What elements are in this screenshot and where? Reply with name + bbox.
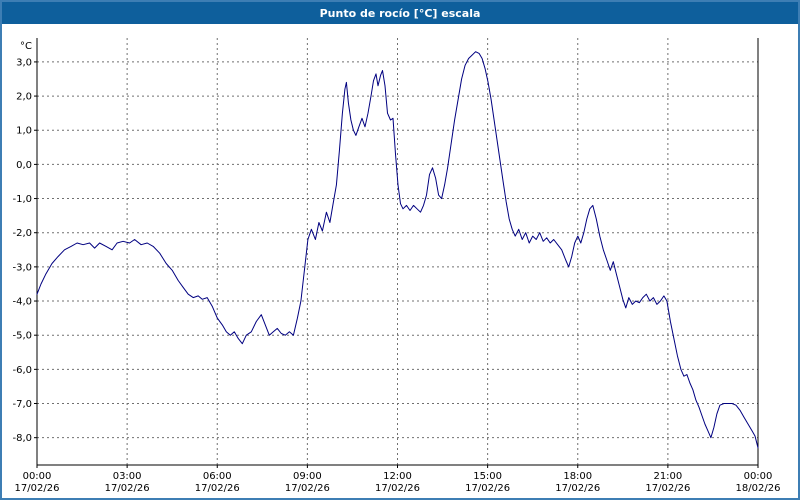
chart-area: 3,0 2,0 1,0 0,0 -1,0 -2,0 -3,0 -4,0 -5,0 -6,0 -7,0…	[2, 24, 798, 498]
y-tick-label: 2,0	[16, 92, 32, 103]
x-tick-date-label: 18/02/26	[736, 483, 781, 494]
x-tick-time-label: 00:00	[23, 471, 52, 482]
x-tick-date-label: 17/02/26	[105, 483, 150, 494]
window-titlebar: Punto de rocío [°C] escala	[2, 2, 798, 24]
x-tick-date-label: 17/02/26	[285, 483, 330, 494]
x-tick-date-label: 17/02/26	[15, 483, 60, 494]
x-tick-time-label: 00:00	[744, 471, 773, 482]
y-tick-label: -3,0	[12, 262, 32, 273]
x-tick-date-label: 17/02/26	[645, 483, 690, 494]
y-tick-label: -2,0	[12, 228, 32, 239]
y-tick-label: -1,0	[12, 194, 32, 205]
y-tick-label: -7,0	[12, 399, 32, 410]
y-tick-label: 0,0	[16, 160, 32, 171]
x-tick-time-label: 03:00	[113, 471, 142, 482]
dewpoint-series-line	[36, 51, 759, 449]
x-tick-time-label: 18:00	[563, 471, 592, 482]
x-tick-time-label: 21:00	[653, 471, 682, 482]
x-tick-date-label: 17/02/26	[555, 483, 600, 494]
dewpoint-line-chart: 3,0 2,0 1,0 0,0 -1,0 -2,0 -3,0 -4,0 -5,0 -6,0 -7,0…	[12, 38, 781, 494]
x-tick-time-label: 06:00	[203, 471, 232, 482]
x-tick-time-label: 15:00	[473, 471, 502, 482]
y-tick-label: 1,0	[16, 126, 32, 137]
y-tick-label: -6,0	[12, 365, 32, 376]
y-tick-label: -4,0	[12, 297, 32, 308]
y-tick-label: 3,0	[16, 57, 32, 68]
y-axis-unit-label: °C	[20, 41, 32, 52]
y-tick-label: -8,0	[12, 433, 32, 444]
x-tick-time-label: 12:00	[383, 471, 412, 482]
x-tick-time-label: 09:00	[293, 471, 322, 482]
x-tick-date-label: 17/02/26	[375, 483, 420, 494]
x-tick-date-label: 17/02/26	[465, 483, 510, 494]
window-title: Punto de rocío [°C] escala	[319, 6, 481, 20]
x-tick-date-label: 17/02/26	[195, 483, 240, 494]
y-tick-label: -5,0	[12, 331, 32, 342]
